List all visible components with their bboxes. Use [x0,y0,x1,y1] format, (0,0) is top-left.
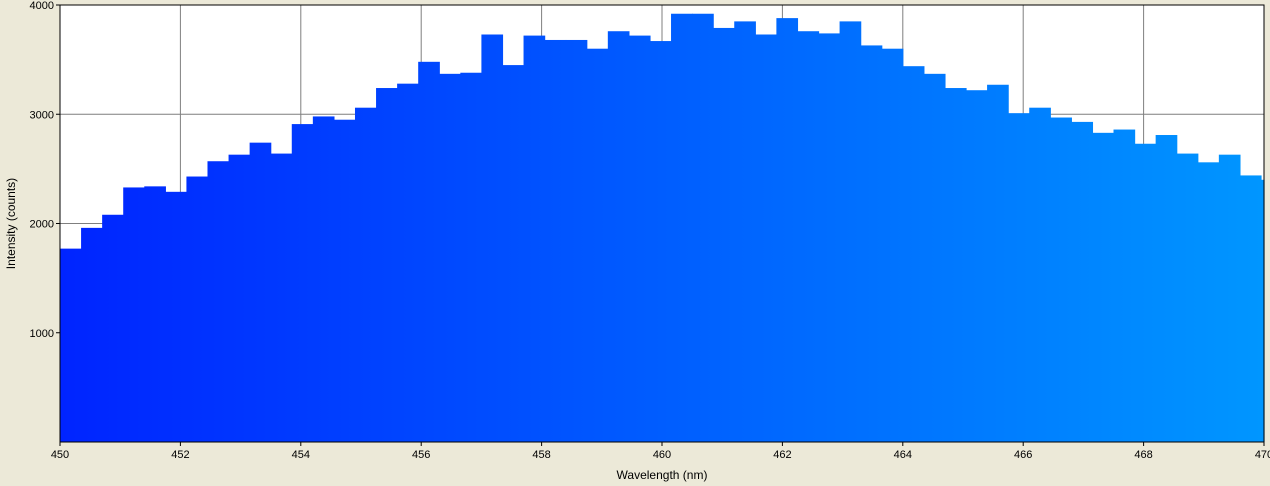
histogram-bar [1113,129,1136,443]
histogram-bar [502,65,525,443]
x-tick-label: 458 [532,449,550,461]
x-tick-label: 456 [412,449,430,461]
histogram-bar [333,119,356,443]
histogram-bar [1239,175,1262,442]
histogram-bar [586,48,609,442]
histogram-bar [734,21,756,442]
histogram-bar [713,27,735,442]
histogram-bar [207,161,230,443]
histogram-bar [1092,132,1115,442]
x-tick-label: 464 [894,449,912,461]
histogram-bar [607,31,630,442]
y-tick-label: 2000 [30,219,54,231]
histogram-bar [1029,107,1051,442]
x-tick-label: 454 [292,449,310,461]
histogram-bar [481,34,504,443]
histogram-bar [418,61,440,443]
histogram-bar [144,186,166,442]
y-tick-label: 4000 [30,0,54,12]
histogram-bar [818,33,841,442]
histogram-bar [249,142,272,442]
histogram-bar [966,90,988,442]
x-axis-label: Wavelength (nm) [617,468,708,482]
histogram-bar [565,39,588,443]
histogram-bar [1071,121,1094,443]
histogram-bar [60,248,82,442]
histogram-bar [1050,117,1072,442]
histogram-bar [755,34,777,443]
histogram-bar [628,35,651,443]
histogram-bar [270,153,293,442]
y-axis-label: Intensity (counts) [4,178,18,269]
histogram-bar [1008,113,1030,442]
histogram-bar [81,227,103,442]
histogram-bar [354,107,377,442]
histogram-bar [923,73,946,442]
histogram-bar [1218,154,1241,443]
x-tick-label: 466 [1014,449,1032,461]
histogram-bar [1197,162,1220,442]
y-tick-label: 1000 [30,328,54,340]
y-tick-label: 3000 [30,109,54,121]
histogram-bar [1176,153,1199,442]
histogram-bar [102,214,124,442]
histogram-bar [544,39,567,443]
histogram-bar [312,116,335,442]
histogram-bar [186,176,209,442]
histogram-bar [523,35,546,443]
histogram-bar [228,154,251,443]
histogram-bar [839,21,862,442]
histogram-bar [902,66,925,443]
x-tick-label: 452 [171,449,189,461]
histogram-bar [165,191,188,442]
histogram-bar [649,41,672,443]
histogram-bar [860,45,883,443]
histogram-bar [1260,179,1265,443]
x-tick-label: 450 [51,449,69,461]
histogram-bar [397,83,419,442]
histogram-bar [291,124,314,443]
histogram-bar [376,88,398,442]
histogram-bars [60,13,1265,443]
histogram-bar [123,187,145,442]
histogram-bar [460,72,482,443]
histogram-bar [944,88,967,442]
histogram-bar [797,31,820,442]
x-tick-label: 462 [773,449,791,461]
histogram-bar [692,13,714,443]
axis-ticks: 450 452 454 456 458 460 462 464 466 468 470 1000 200… [30,0,1270,461]
histogram-bar [1134,143,1157,442]
histogram-bar [881,48,904,442]
histogram-bar [1155,135,1178,442]
x-tick-label: 470 [1255,449,1270,461]
histogram-bar [671,13,693,443]
x-tick-label: 468 [1134,449,1152,461]
x-tick-label: 460 [653,449,671,461]
histogram-bar [439,73,461,442]
histogram-bar [776,18,799,443]
histogram-bar [987,84,1009,442]
